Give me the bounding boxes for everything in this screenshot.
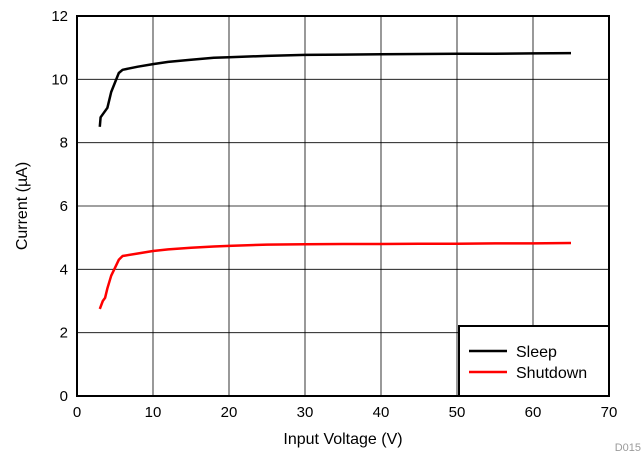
legend: Sleep Shutdown: [458, 325, 610, 397]
series-line-shutdown: [98, 241, 572, 310]
series-line-sleep: [98, 51, 572, 127]
figure-id: D015: [615, 442, 641, 452]
y-tick-label: 12: [51, 8, 68, 25]
y-tick-label: 4: [60, 261, 68, 278]
x-tick-label: 60: [525, 404, 542, 421]
legend-label-sleep: Sleep: [516, 344, 557, 361]
x-tick-labels: 0 10 20 30 40 50 60 70: [73, 404, 618, 421]
y-tick-label: 10: [51, 71, 68, 88]
x-tick-label: 0: [73, 404, 81, 421]
grid-lines: [77, 16, 609, 396]
x-tick-label: 10: [145, 404, 162, 421]
y-tick-label: 8: [60, 135, 68, 152]
x-axis-label: Input Voltage (V): [283, 431, 402, 448]
y-tick-label: 2: [60, 325, 68, 342]
x-tick-label: 70: [601, 404, 618, 421]
legend-box: [458, 325, 610, 397]
x-tick-label: 30: [297, 404, 314, 421]
x-tick-label: 40: [373, 404, 390, 421]
y-tick-label: 6: [60, 198, 68, 215]
series-lines: [98, 51, 572, 310]
y-tick-labels: 0 2 4 6 8 10 12: [51, 8, 68, 405]
x-tick-label: 20: [221, 404, 238, 421]
legend-label-shutdown: Shutdown: [516, 365, 587, 382]
plot-frame: [76, 15, 610, 397]
x-tick-label: 50: [449, 404, 466, 421]
y-tick-label: 0: [60, 388, 68, 405]
y-axis-label: Current (µA): [14, 162, 31, 250]
